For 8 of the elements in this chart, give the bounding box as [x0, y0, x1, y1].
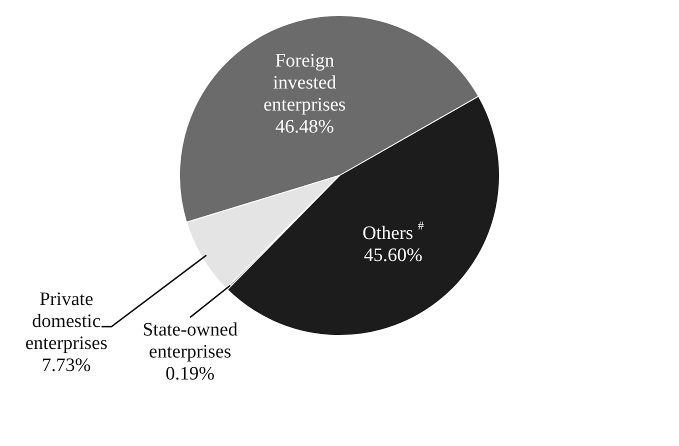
data-label: 7.73%: [42, 355, 92, 376]
data-label: 45.60%: [364, 245, 423, 266]
slice-label: State-owned enterprises: [142, 320, 238, 363]
slice-label: Private domestic enterprises: [25, 289, 108, 354]
data-label: 46.48%: [275, 116, 334, 138]
data-label: 0.19%: [166, 364, 215, 385]
slice-label: Foreign invested enterprises: [263, 50, 346, 116]
slice-label: Others #: [362, 218, 424, 244]
